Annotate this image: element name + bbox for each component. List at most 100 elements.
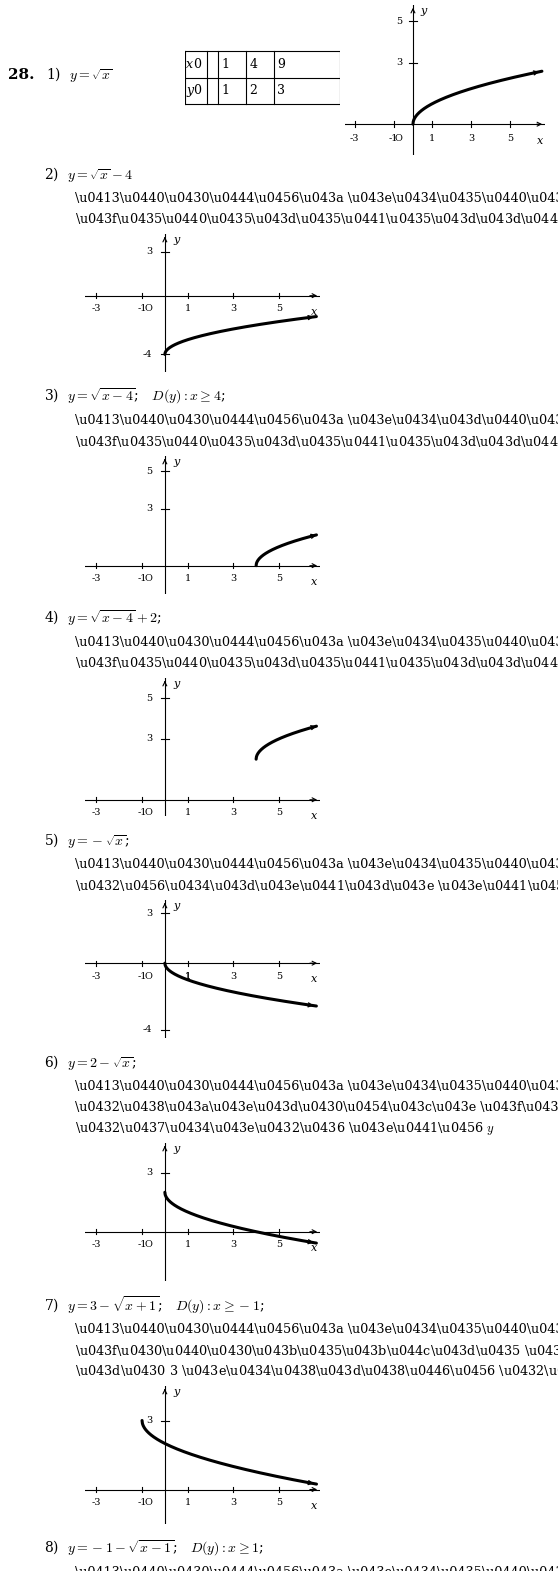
Text: 1: 1	[185, 305, 191, 313]
Text: 5: 5	[276, 809, 282, 817]
Text: 3: 3	[146, 504, 152, 514]
Text: 1: 1	[185, 1241, 191, 1249]
Text: \u043f\u0435\u0440\u0435\u043d\u0435\u0441\u0435\u043d\u043d\u044f\u043c \u0432\: \u043f\u0435\u0440\u0435\u043d\u0435\u04…	[75, 211, 558, 228]
Text: \u0413\u0440\u0430\u0444\u0456\u043a \u043e\u0434\u0435\u0440\u0436\u0438\u043c\: \u0413\u0440\u0430\u0444\u0456\u043a \u0…	[75, 1323, 558, 1335]
Text: x: x	[186, 58, 193, 71]
Text: -1: -1	[389, 134, 398, 143]
Text: -3: -3	[92, 575, 101, 583]
Text: 5: 5	[276, 972, 282, 980]
Text: 2)  $y = \sqrt{x} - 4$: 2) $y = \sqrt{x} - 4$	[44, 165, 133, 184]
Text: \u043d\u0430 3 \u043e\u0434\u0438\u043d\u0438\u0446\u0456 \u0432\u0433\u043e\u04: \u043d\u0430 3 \u043e\u0434\u0438\u043d\…	[75, 1364, 558, 1379]
Text: 1: 1	[222, 85, 229, 97]
Text: 6)  $y = 2 - \sqrt{x}$;: 6) $y = 2 - \sqrt{x}$;	[44, 1053, 137, 1071]
Text: 4: 4	[249, 58, 257, 71]
Text: -3: -3	[92, 305, 101, 313]
Text: \u0432\u0437\u0434\u043e\u0432\u0436 \u043e\u0441\u0456 $y$: \u0432\u0437\u0434\u043e\u0432\u0436 \u0…	[75, 1120, 495, 1137]
Text: \u043f\u0430\u0440\u0430\u043b\u0435\u043b\u044c\u043d\u0435 \u043f\u0435\u0440\: \u043f\u0430\u0440\u0430\u043b\u0435\u04…	[75, 1343, 558, 1357]
Text: -4: -4	[143, 350, 152, 358]
Text: 8)  $y = -1 - \sqrt{x-1}$;   $D(y): x \geq 1$;: 8) $y = -1 - \sqrt{x-1}$; $D(y): x \geq …	[44, 1538, 263, 1558]
Text: 1: 1	[185, 972, 191, 980]
Text: 3: 3	[230, 575, 237, 583]
Text: -1: -1	[137, 809, 147, 817]
Text: -3: -3	[350, 134, 359, 143]
Text: 3: 3	[396, 58, 402, 68]
Text: -3: -3	[92, 972, 101, 980]
Text: 5: 5	[276, 305, 282, 313]
Text: y: y	[174, 902, 180, 911]
Text: 3: 3	[146, 1169, 152, 1177]
Text: O: O	[145, 1241, 152, 1249]
Text: 3: 3	[146, 1415, 152, 1425]
Text: 4)  $y = \sqrt{x-4} + 2$;: 4) $y = \sqrt{x-4} + 2$;	[44, 608, 161, 628]
Text: 0: 0	[194, 85, 201, 97]
Text: 5: 5	[276, 1241, 282, 1249]
Text: \u0413\u0440\u0430\u0444\u0456\u043a \u043e\u0434\u0435\u0440\u0436\u0438\u043c\: \u0413\u0440\u0430\u0444\u0456\u043a \u0…	[75, 192, 558, 204]
Text: -1: -1	[137, 1499, 147, 1507]
Text: 1: 1	[185, 972, 191, 980]
Text: O: O	[145, 809, 152, 817]
Text: O: O	[145, 575, 152, 583]
Text: 9: 9	[277, 58, 285, 71]
Text: 1)  $y = \sqrt{x}$: 1) $y = \sqrt{x}$	[46, 66, 113, 85]
Text: \u0413\u0440\u0430\u0444\u0456\u043a \u043e\u0434\u0435\u0440\u0436\u0438\u043c\: \u0413\u0440\u0430\u0444\u0456\u043a \u0…	[75, 636, 558, 649]
Text: 1: 1	[222, 58, 229, 71]
Text: 5: 5	[396, 17, 402, 27]
Text: 3: 3	[230, 305, 237, 313]
Text: 3: 3	[277, 85, 285, 97]
Text: -4: -4	[143, 1026, 152, 1034]
Text: \u0413\u0440\u0430\u0444\u0456\u043a \u043e\u0434\u0435\u0440\u0436\u0438\u043c\: \u0413\u0440\u0430\u0444\u0456\u043a \u0…	[75, 1079, 558, 1093]
Text: \u0432\u0456\u0434\u043d\u043e\u0441\u043d\u043e \u043e\u0441\u0456 $x$: \u0432\u0456\u0434\u043d\u043e\u0441\u04…	[75, 878, 558, 892]
Text: \u0413\u0440\u0430\u0444\u0456\u043a \u043e\u0434\u0435\u0440\u0436\u0438\u043c\: \u0413\u0440\u0430\u0444\u0456\u043a \u0…	[75, 1566, 558, 1571]
Text: 3: 3	[146, 734, 152, 743]
Text: y: y	[174, 679, 180, 690]
Text: O: O	[395, 134, 402, 143]
Text: 5: 5	[276, 575, 282, 583]
Text: 3: 3	[230, 1499, 237, 1507]
Text: y: y	[174, 1387, 180, 1397]
Text: 5: 5	[146, 467, 152, 476]
Text: \u0413\u0440\u0430\u0444\u0456\u043a \u043e\u0434\u0435\u0440\u0436\u0438\u043c\: \u0413\u0440\u0430\u0444\u0456\u043a \u0…	[75, 858, 558, 870]
Text: -3: -3	[92, 1499, 101, 1507]
Text: 3: 3	[230, 809, 237, 817]
Text: 3: 3	[230, 972, 237, 980]
Text: 7)  $y = 3 - \sqrt{x+1}$;   $D(y): x \geq -1$;: 7) $y = 3 - \sqrt{x+1}$; $D(y): x \geq -…	[44, 1295, 264, 1316]
Text: y: y	[174, 1144, 180, 1155]
Text: O: O	[145, 972, 152, 980]
Text: -3: -3	[92, 809, 101, 817]
Text: \u0432\u0438\u043a\u043e\u043d\u0430\u0454\u043c\u043e \u043f\u0430\u0440\u0430\: \u0432\u0438\u043a\u043e\u043d\u0430\u04…	[75, 1101, 558, 1114]
Text: \u043f\u0435\u0440\u0435\u043d\u0435\u0441\u0435\u043d\u043d\u044f\u043c \u0432\: \u043f\u0435\u0440\u0435\u043d\u0435\u04…	[75, 434, 558, 449]
Text: 3: 3	[146, 908, 152, 917]
Text: 28.: 28.	[8, 68, 35, 82]
Text: 3)  $y = \sqrt{x-4}$;   $D(y): x \geq 4$;: 3) $y = \sqrt{x-4}$; $D(y): x \geq 4$;	[44, 386, 225, 405]
Text: O: O	[145, 305, 152, 313]
Text: \u043f\u0435\u0440\u0435\u043d\u0435\u0441\u0435\u043d\u043d\u044f\u043c \u0432\: \u043f\u0435\u0440\u0435\u043d\u0435\u04…	[75, 655, 558, 672]
Text: 3: 3	[468, 134, 474, 143]
Text: x: x	[311, 811, 318, 822]
Text: -1: -1	[137, 1241, 147, 1249]
Text: y: y	[174, 236, 180, 245]
Text: 0: 0	[194, 58, 201, 71]
Text: x: x	[311, 1500, 318, 1511]
Text: \u0413\u0440\u0430\u0444\u0456\u043a \u043e\u0434\u043d\u0440\u0436\u0438\u043c\: \u0413\u0440\u0430\u0444\u0456\u043a \u0…	[75, 415, 558, 427]
Text: 1: 1	[429, 134, 435, 143]
Text: 2: 2	[249, 85, 257, 97]
Text: -3: -3	[92, 1241, 101, 1249]
Text: x: x	[311, 306, 318, 317]
Text: x: x	[311, 974, 318, 985]
Text: 1: 1	[185, 1499, 191, 1507]
Text: x: x	[537, 137, 543, 146]
Text: x: x	[311, 1243, 318, 1254]
Text: y: y	[174, 457, 180, 468]
Text: -1: -1	[137, 972, 147, 980]
Text: 5: 5	[146, 694, 152, 702]
Text: y: y	[420, 6, 426, 17]
Text: y: y	[186, 85, 193, 97]
Text: -1: -1	[137, 575, 147, 583]
Text: 3: 3	[230, 1241, 237, 1249]
Text: -1: -1	[137, 305, 147, 313]
Text: O: O	[145, 1499, 152, 1507]
Text: 1: 1	[185, 575, 191, 583]
Text: 1: 1	[185, 809, 191, 817]
Text: 5: 5	[507, 134, 513, 143]
Text: 3: 3	[146, 247, 152, 256]
